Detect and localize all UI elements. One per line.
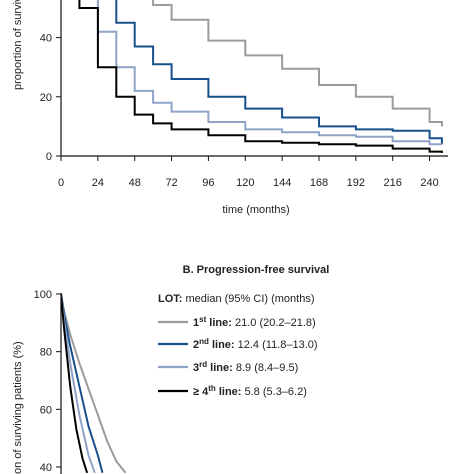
legend-heading-rest: median (95% CI) (months) [182, 293, 314, 305]
y-axis-label-a: proportion of survivi [12, 0, 24, 90]
legend-entry-4: ≥ 4th line: 5.8 (5.3–6.2) [193, 384, 307, 398]
x-tick-label-a: 24 [92, 177, 104, 189]
x-axis-label-a: time (months) [222, 204, 289, 216]
x-tick-label-a: 240 [420, 177, 438, 189]
y-tick-label-a: 20 [40, 92, 52, 104]
x-tick-label-a: 120 [236, 177, 254, 189]
y-tick-label-b: 80 [40, 347, 52, 359]
x-tick-label-a: 72 [165, 177, 177, 189]
y-tick-label-b: 40 [40, 462, 52, 474]
curve-a-line-1 [152, 0, 443, 127]
curve-b-line-4 [61, 293, 89, 474]
legend-heading-bold: LOT: [158, 293, 182, 305]
y-tick-label-a: 40 [40, 33, 52, 45]
curve-a-line-4 [78, 0, 443, 153]
x-tick-label-a: 144 [273, 177, 291, 189]
y-tick-label-b: 100 [34, 289, 52, 301]
x-tick-label-a: 48 [129, 177, 141, 189]
legend-entry-1: 1st line: 21.0 (20.2–21.8) [193, 315, 316, 329]
legend-entry-2: 2nd line: 12.4 (11.8–13.0) [193, 337, 318, 351]
legend-heading: LOT: median (95% CI) (months) [158, 293, 315, 305]
progression-free-survival-panel: B. Progression-free survival 40 60 80 100 o… [12, 264, 329, 474]
x-tick-label-a: 168 [310, 177, 328, 189]
x-tick-label-a: 0 [58, 177, 64, 189]
legend-entry-3: 3rd line: 8.9 (8.4–9.5) [193, 360, 298, 374]
curve-a-line-2 [115, 0, 443, 145]
survival-curves-a [78, 0, 443, 153]
curve-a-line-3 [96, 0, 442, 146]
y-axis-label-b: on of surviving patients (%) [12, 341, 24, 474]
survival-curves-b [61, 293, 127, 474]
panel-b-title: B. Progression-free survival [183, 264, 330, 276]
y-ticks-a: 0 20 40 [40, 33, 61, 163]
curve-b-line-1 [61, 293, 127, 474]
y-tick-label-a: 0 [46, 151, 52, 163]
x-ticks-a: 0 24 48 72 96 120 144 168 192 216 240 [58, 156, 439, 189]
y-tick-label-b: 60 [40, 404, 52, 416]
x-tick-label-a: 216 [384, 177, 402, 189]
x-tick-label-a: 96 [202, 177, 214, 189]
legend: LOT: median (95% CI) (months) 1st line: … [158, 293, 318, 398]
y-ticks-b: 40 60 80 100 [34, 289, 61, 474]
x-tick-label-a: 192 [347, 177, 365, 189]
overall-survival-panel: 0 20 40 0 24 48 72 96 120 144 168 192 216 240 propor… [12, 0, 448, 216]
